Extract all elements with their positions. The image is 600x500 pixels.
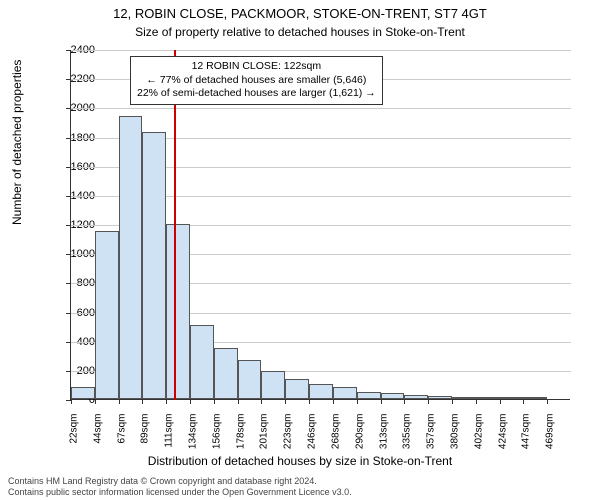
xtick-mark bbox=[476, 399, 477, 404]
xtick-label: 22sqm bbox=[69, 414, 80, 464]
xtick-mark bbox=[523, 399, 524, 404]
y-axis-label: Number of detached properties bbox=[10, 60, 24, 225]
xtick-label: 335sqm bbox=[402, 414, 413, 464]
histogram-bar bbox=[261, 371, 285, 399]
histogram-bar bbox=[214, 348, 238, 399]
chart-title: 12, ROBIN CLOSE, PACKMOOR, STOKE-ON-TREN… bbox=[0, 0, 600, 23]
annotation-box: 12 ROBIN CLOSE: 122sqm ← 77% of detached… bbox=[130, 56, 383, 105]
xtick-label: 44sqm bbox=[92, 414, 103, 464]
xtick-label: 469sqm bbox=[545, 414, 556, 464]
xtick-mark bbox=[500, 399, 501, 404]
xtick-mark bbox=[381, 399, 382, 404]
xtick-label: 156sqm bbox=[211, 414, 222, 464]
xtick-label: 67sqm bbox=[116, 414, 127, 464]
histogram-bar bbox=[333, 387, 357, 399]
x-axis-label: Distribution of detached houses by size … bbox=[0, 454, 600, 468]
xtick-mark bbox=[333, 399, 334, 404]
xtick-mark bbox=[404, 399, 405, 404]
histogram-bar bbox=[190, 325, 214, 399]
xtick-label: 111sqm bbox=[164, 414, 175, 464]
histogram-bar bbox=[428, 396, 452, 399]
xtick-label: 89sqm bbox=[140, 414, 151, 464]
chart-subtitle: Size of property relative to detached ho… bbox=[0, 23, 600, 39]
histogram-bar bbox=[142, 132, 166, 399]
xtick-mark bbox=[309, 399, 310, 404]
xtick-label: 178sqm bbox=[235, 414, 246, 464]
annotation-line2: ← 77% of detached houses are smaller (5,… bbox=[137, 74, 376, 88]
histogram-bar bbox=[404, 395, 428, 399]
chart-area: 12 ROBIN CLOSE: 122sqm ← 77% of detached… bbox=[70, 50, 570, 400]
xtick-label: 246sqm bbox=[307, 414, 318, 464]
histogram-bar bbox=[95, 231, 119, 399]
footer: Contains HM Land Registry data © Crown c… bbox=[8, 476, 352, 498]
histogram-bar bbox=[523, 397, 547, 399]
xtick-label: 313sqm bbox=[378, 414, 389, 464]
gridline bbox=[71, 50, 571, 51]
gridline bbox=[71, 108, 571, 109]
xtick-label: 223sqm bbox=[283, 414, 294, 464]
histogram-bar bbox=[381, 393, 405, 399]
footer-line1: Contains HM Land Registry data © Crown c… bbox=[8, 476, 352, 487]
histogram-bar bbox=[119, 116, 143, 399]
xtick-mark bbox=[190, 399, 191, 404]
xtick-label: 380sqm bbox=[449, 414, 460, 464]
xtick-mark bbox=[142, 399, 143, 404]
xtick-mark bbox=[214, 399, 215, 404]
annotation-line3: 22% of semi-detached houses are larger (… bbox=[137, 87, 376, 101]
xtick-mark bbox=[452, 399, 453, 404]
xtick-mark bbox=[547, 399, 548, 404]
histogram-bar bbox=[309, 384, 333, 399]
xtick-mark bbox=[166, 399, 167, 404]
xtick-label: 424sqm bbox=[497, 414, 508, 464]
xtick-mark bbox=[119, 399, 120, 404]
xtick-mark bbox=[285, 399, 286, 404]
xtick-mark bbox=[261, 399, 262, 404]
xtick-mark bbox=[428, 399, 429, 404]
xtick-label: 201sqm bbox=[259, 414, 270, 464]
xtick-label: 268sqm bbox=[330, 414, 341, 464]
histogram-bar bbox=[500, 397, 524, 399]
xtick-label: 357sqm bbox=[426, 414, 437, 464]
histogram-bar bbox=[476, 397, 500, 399]
histogram-bar bbox=[166, 224, 190, 399]
xtick-label: 447sqm bbox=[521, 414, 532, 464]
histogram-bar bbox=[285, 379, 309, 399]
histogram-bar bbox=[357, 392, 381, 399]
chart-container: 12, ROBIN CLOSE, PACKMOOR, STOKE-ON-TREN… bbox=[0, 0, 600, 500]
histogram-bar bbox=[452, 397, 476, 399]
footer-line2: Contains public sector information licen… bbox=[8, 487, 352, 498]
xtick-mark bbox=[357, 399, 358, 404]
xtick-mark bbox=[238, 399, 239, 404]
xtick-label: 134sqm bbox=[188, 414, 199, 464]
histogram-bar bbox=[238, 360, 262, 399]
xtick-label: 290sqm bbox=[354, 414, 365, 464]
annotation-line1: 12 ROBIN CLOSE: 122sqm bbox=[137, 60, 376, 74]
histogram-bar bbox=[71, 387, 95, 399]
xtick-label: 402sqm bbox=[473, 414, 484, 464]
